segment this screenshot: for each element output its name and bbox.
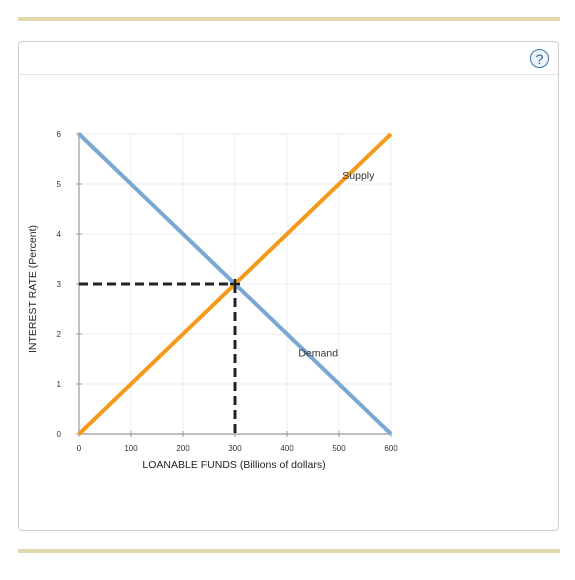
y-tick-label: 1 bbox=[57, 380, 62, 389]
y-tick-label: 3 bbox=[57, 280, 62, 289]
bottom-divider bbox=[18, 549, 560, 553]
graph-panel: ? bbox=[18, 41, 559, 531]
y-tick-label: 2 bbox=[57, 330, 62, 339]
series-labels: Supply Demand bbox=[298, 170, 375, 360]
top-divider bbox=[18, 17, 560, 21]
help-button[interactable]: ? bbox=[530, 49, 549, 68]
equilibrium-point[interactable] bbox=[230, 279, 240, 289]
x-tick-label: 0 bbox=[77, 444, 82, 453]
equilibrium-guides bbox=[79, 282, 237, 434]
y-tick-label: 0 bbox=[57, 430, 62, 439]
tick-labels: 0 100 200 300 400 500 600 0 1 2 3 4 5 6 bbox=[57, 130, 399, 453]
x-tick-label: 300 bbox=[228, 444, 242, 453]
x-tick-label: 600 bbox=[384, 444, 398, 453]
y-tick-label: 4 bbox=[57, 230, 62, 239]
demand-label: Demand bbox=[298, 348, 338, 360]
x-tick-label: 500 bbox=[332, 444, 346, 453]
y-axis-title: INTEREST RATE (Percent) bbox=[27, 225, 39, 353]
x-axis-title: LOANABLE FUNDS (Billions of dollars) bbox=[142, 459, 325, 471]
x-tick-label: 100 bbox=[124, 444, 138, 453]
panel-header: ? bbox=[19, 42, 558, 75]
y-tick-label: 5 bbox=[57, 180, 62, 189]
supply-label: Supply bbox=[342, 170, 375, 182]
x-tick-label: 200 bbox=[176, 444, 190, 453]
y-tick-label: 6 bbox=[57, 130, 62, 139]
x-tick-label: 400 bbox=[280, 444, 294, 453]
